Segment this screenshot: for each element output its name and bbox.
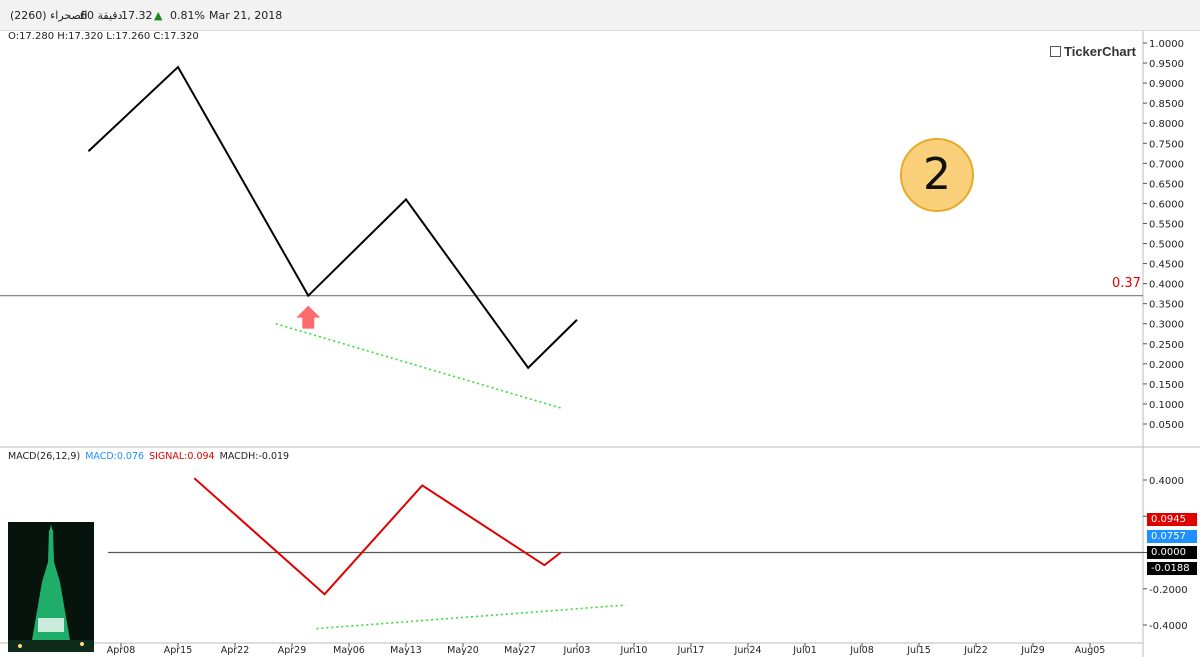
- date-label: Mar 21, 2018: [209, 9, 283, 22]
- brand-name: TickerChart: [1064, 44, 1137, 59]
- time-tick-label: Jul22: [963, 645, 988, 656]
- tower-photo: [8, 522, 94, 652]
- price-tick-label: 0.8500: [1149, 99, 1184, 110]
- time-x-axis: Apr08 Apr15 Apr22 Apr29 May06 May13 May20 May27…: [107, 643, 1106, 656]
- time-tick-label: Jul15: [906, 645, 931, 656]
- macdh-value-badge: -0.0188: [1147, 562, 1197, 575]
- time-tick-label: Jul29: [1020, 645, 1045, 656]
- time-tick-label: May13: [390, 645, 422, 656]
- time-tick-label: Apr22: [221, 645, 250, 656]
- up-arrow-icon: [296, 305, 321, 329]
- time-tick-label: Apr08: [107, 645, 136, 656]
- price-tick-label: 0.1000: [1149, 400, 1184, 411]
- price-tick-label: 0.3000: [1149, 320, 1184, 331]
- price-tick-label: 0.0500: [1149, 420, 1184, 431]
- signal-value-badge: 0.0945: [1147, 513, 1197, 526]
- price-tick-label: 0.6500: [1149, 179, 1184, 190]
- price-tick-label: 0.1500: [1149, 380, 1184, 391]
- macd-value-badge: 0.0757: [1147, 530, 1197, 543]
- macd-value: MACD:0.076: [85, 451, 145, 462]
- time-tick-label: May20: [447, 645, 479, 656]
- tickerchart-logo: TickerChart: [1050, 44, 1136, 59]
- time-tick-label: Jun24: [734, 645, 762, 656]
- symbol-label[interactable]: الصحراء (2260): [10, 9, 88, 22]
- time-tick-label: Jul08: [849, 645, 874, 656]
- price-tick-label: 0.5000: [1149, 240, 1184, 251]
- time-tick-label: May06: [333, 645, 365, 656]
- time-tick-label: Jul01: [792, 645, 817, 656]
- price-tick-label: 0.2000: [1149, 360, 1184, 371]
- price-tick-label: 0.6000: [1149, 199, 1184, 210]
- macd-indicator-name[interactable]: MACD(26,12,9): [8, 451, 81, 462]
- price-trendline: [275, 322, 561, 409]
- price-tick-label: 1.0000: [1149, 39, 1184, 50]
- time-tick-label: May27: [504, 645, 536, 656]
- macdh-value: MACDH:-0.019: [219, 451, 290, 462]
- ohlc-readout: O:17.280 H:17.320 L:17.260 C:17.320: [8, 31, 199, 42]
- signal-value: SIGNAL:0.094: [149, 451, 215, 462]
- level-label: 0.37: [1112, 276, 1141, 291]
- price-tick-label: 0.4000: [1149, 280, 1184, 291]
- time-tick-label: Jun17: [677, 645, 705, 656]
- time-tick-label: Jun03: [563, 645, 591, 656]
- last-price: 17.32: [121, 9, 153, 22]
- time-tick-label: Aug05: [1075, 645, 1106, 656]
- macd-tick-label: -0.2000: [1149, 585, 1188, 596]
- annotation-number-circle: 2: [900, 138, 974, 212]
- price-tick-label: 0.9500: [1149, 59, 1184, 70]
- price-tick-label: 0.3500: [1149, 300, 1184, 311]
- tower-illustration: [8, 522, 94, 652]
- price-tick-label: 0.7500: [1149, 139, 1184, 150]
- zero-value-badge: 0.0000: [1147, 546, 1197, 559]
- macd-series-line: [193, 477, 562, 596]
- time-tick-label: Apr29: [278, 645, 307, 656]
- time-tick-label: Jun10: [620, 645, 648, 656]
- chart-logo-icon: [1050, 46, 1061, 57]
- price-tick-label: 0.7000: [1149, 159, 1184, 170]
- price-tick-label: 0.9000: [1149, 79, 1184, 90]
- interval-label[interactable]: 60 دقيقة: [80, 9, 123, 22]
- macd-trendline: [316, 604, 626, 630]
- time-tick-label: Apr15: [164, 645, 193, 656]
- change-up-icon: ▲: [154, 9, 163, 22]
- price-tick-label: 0.5500: [1149, 219, 1184, 230]
- macd-tick-label: -0.4000: [1149, 621, 1188, 632]
- macd-legend: MACD(26,12,9) MACD:0.076 SIGNAL:0.094 MA…: [8, 451, 291, 462]
- price-y-axis: 1.0000 0.9500 0.9000 0.8500 0.8000 0.7500 0.70…: [1143, 39, 1184, 431]
- price-tick-label: 0.8000: [1149, 119, 1184, 130]
- price-tick-label: 0.2500: [1149, 340, 1184, 351]
- change-percent: 0.81%: [170, 9, 205, 22]
- price-tick-label: 0.4500: [1149, 260, 1184, 271]
- price-series-line: [87, 65, 578, 370]
- chart-header-bar: الصحراء (2260) 60 دقيقة 17.32 ▲ 0.81% Ma…: [0, 0, 1200, 31]
- macd-tick-label: 0.4000: [1149, 476, 1184, 487]
